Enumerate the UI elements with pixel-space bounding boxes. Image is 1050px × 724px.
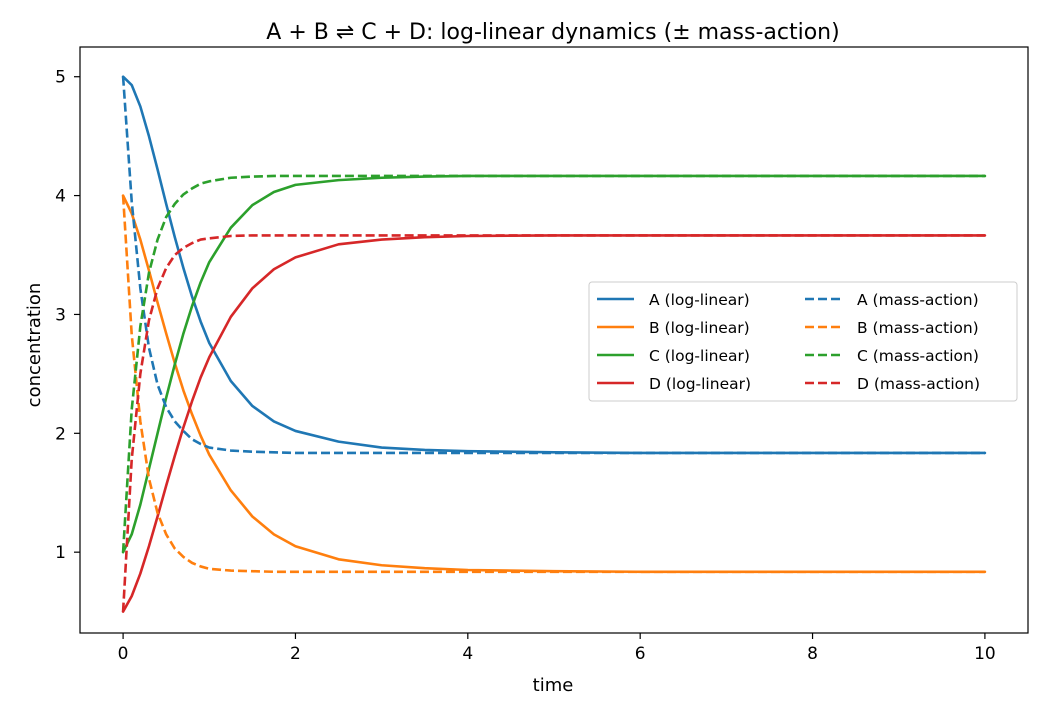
x-tick-label: 8 [807,644,818,664]
series-line-b-log-linear [121,194,987,574]
series-line-c-mass-action [121,174,985,553]
legend-label-b-mass-action: B (mass-action) [857,319,979,337]
y-tick-label: 2 [55,424,66,444]
chart-title: A + B ⇌ C + D: log-linear dynamics (± ma… [266,20,839,45]
x-tick-label: 10 [974,644,996,664]
legend-label-c-mass-action: C (mass-action) [857,347,979,365]
series-line-c-log-linear [121,174,987,554]
series-line-d-mass-action [121,234,985,612]
y-tick-label: 4 [55,187,66,207]
legend-label-d-log-linear: D (log-linear) [649,375,751,393]
series-line-a-mass-action [121,76,985,455]
series-layer [121,75,987,613]
y-axis-label: concentration [24,283,45,408]
plot-frame [79,46,1029,634]
y-tick-label: 1 [55,543,66,563]
legend-label-d-mass-action: D (mass-action) [857,375,980,393]
x-tick-label: 4 [462,644,473,664]
x-axis-label: time [533,675,574,696]
y-axis: 1 2 3 4 5 [55,68,80,563]
x-tick-label: 0 [118,644,129,664]
legend-box [588,281,1018,402]
legend-label-b-log-linear: B (log-linear) [649,319,750,337]
legend-label-c-log-linear: C (log-linear) [649,347,750,365]
x-tick-label: 2 [290,644,301,664]
y-tick-label: 5 [55,68,66,88]
legend-label-a-log-linear: A (log-linear) [649,291,750,309]
x-axis: 0 2 4 6 8 10 [118,633,996,664]
legend-label-a-mass-action: A (mass-action) [857,291,979,309]
series-line-b-mass-action [121,195,985,574]
legend: A (log-linear) B (log-linear) C (log-linea… [588,281,1018,402]
y-tick-label: 3 [55,305,66,325]
x-tick-label: 6 [635,644,646,664]
